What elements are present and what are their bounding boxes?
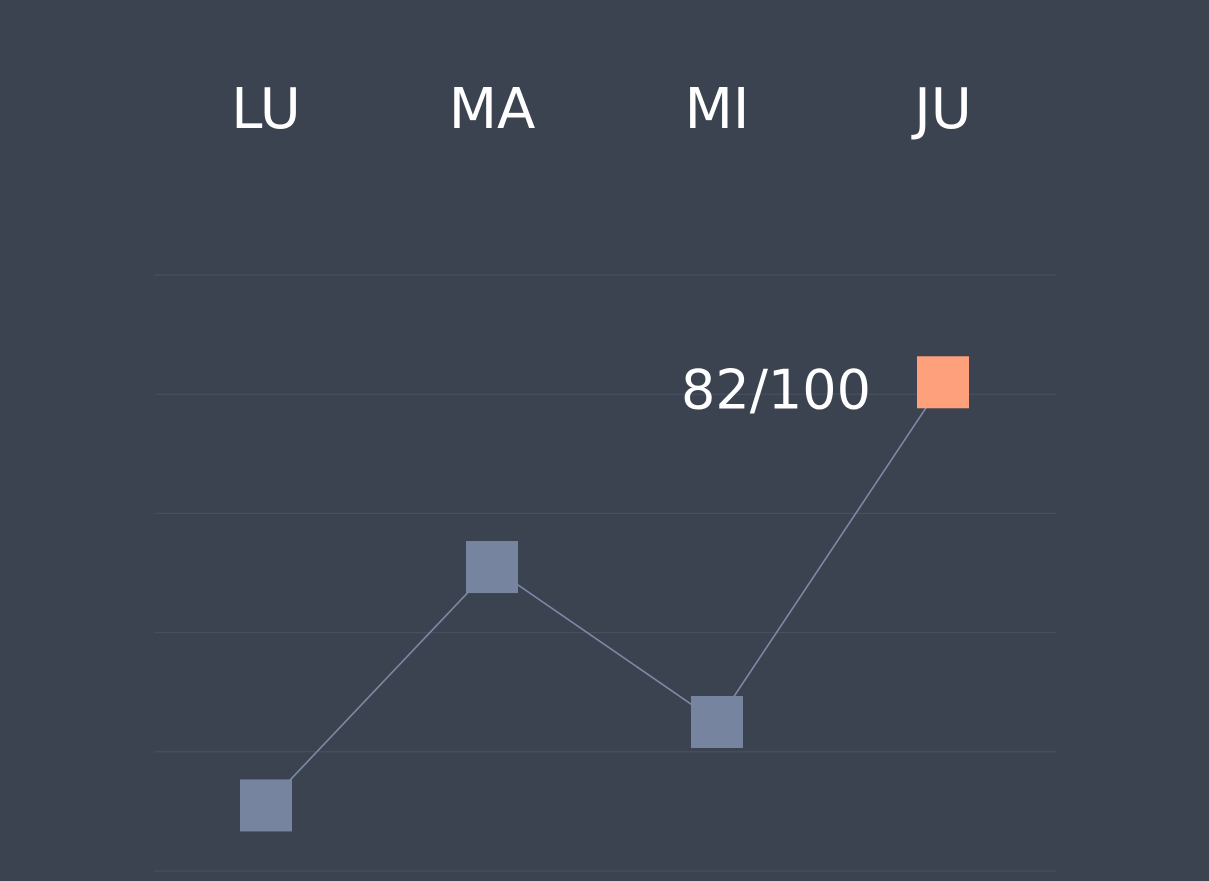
series-line — [265, 381, 944, 806]
annotations: 82/100 — [681, 358, 871, 421]
highlight-marker-ju — [917, 356, 969, 409]
category-label-ju: JU — [911, 77, 972, 142]
category-labels: LU MA MI JU — [231, 77, 971, 142]
highlight-value-label: 82/100 — [681, 358, 871, 421]
category-label-lu: LU — [231, 77, 300, 142]
data-point-ma — [466, 541, 518, 594]
data-point-mi — [691, 696, 743, 748]
category-label-ma: MA — [449, 77, 536, 142]
grid-layer — [155, 274, 1056, 872]
category-label-mi: MI — [685, 77, 750, 142]
series-line-layer — [265, 381, 944, 806]
data-markers — [240, 356, 969, 832]
data-point-lu — [240, 779, 292, 832]
